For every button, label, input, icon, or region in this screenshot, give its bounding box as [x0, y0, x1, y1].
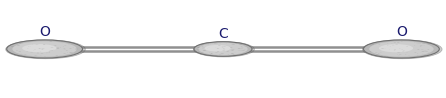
Ellipse shape: [369, 41, 434, 57]
Ellipse shape: [22, 44, 56, 52]
Ellipse shape: [12, 41, 77, 57]
Ellipse shape: [379, 44, 413, 52]
Ellipse shape: [205, 45, 231, 52]
Text: C: C: [218, 27, 228, 41]
Ellipse shape: [194, 42, 254, 57]
Ellipse shape: [420, 45, 423, 46]
Ellipse shape: [363, 40, 442, 59]
Ellipse shape: [198, 43, 248, 55]
Ellipse shape: [371, 44, 374, 45]
Ellipse shape: [56, 55, 58, 56]
Ellipse shape: [194, 42, 252, 56]
Ellipse shape: [384, 56, 386, 57]
Ellipse shape: [216, 43, 218, 44]
Ellipse shape: [7, 40, 83, 58]
Ellipse shape: [363, 40, 439, 58]
Text: O: O: [39, 25, 50, 39]
Ellipse shape: [75, 48, 78, 49]
Ellipse shape: [399, 54, 401, 55]
Ellipse shape: [57, 47, 59, 48]
Ellipse shape: [6, 40, 85, 59]
Text: O: O: [396, 25, 407, 39]
Ellipse shape: [61, 41, 63, 42]
